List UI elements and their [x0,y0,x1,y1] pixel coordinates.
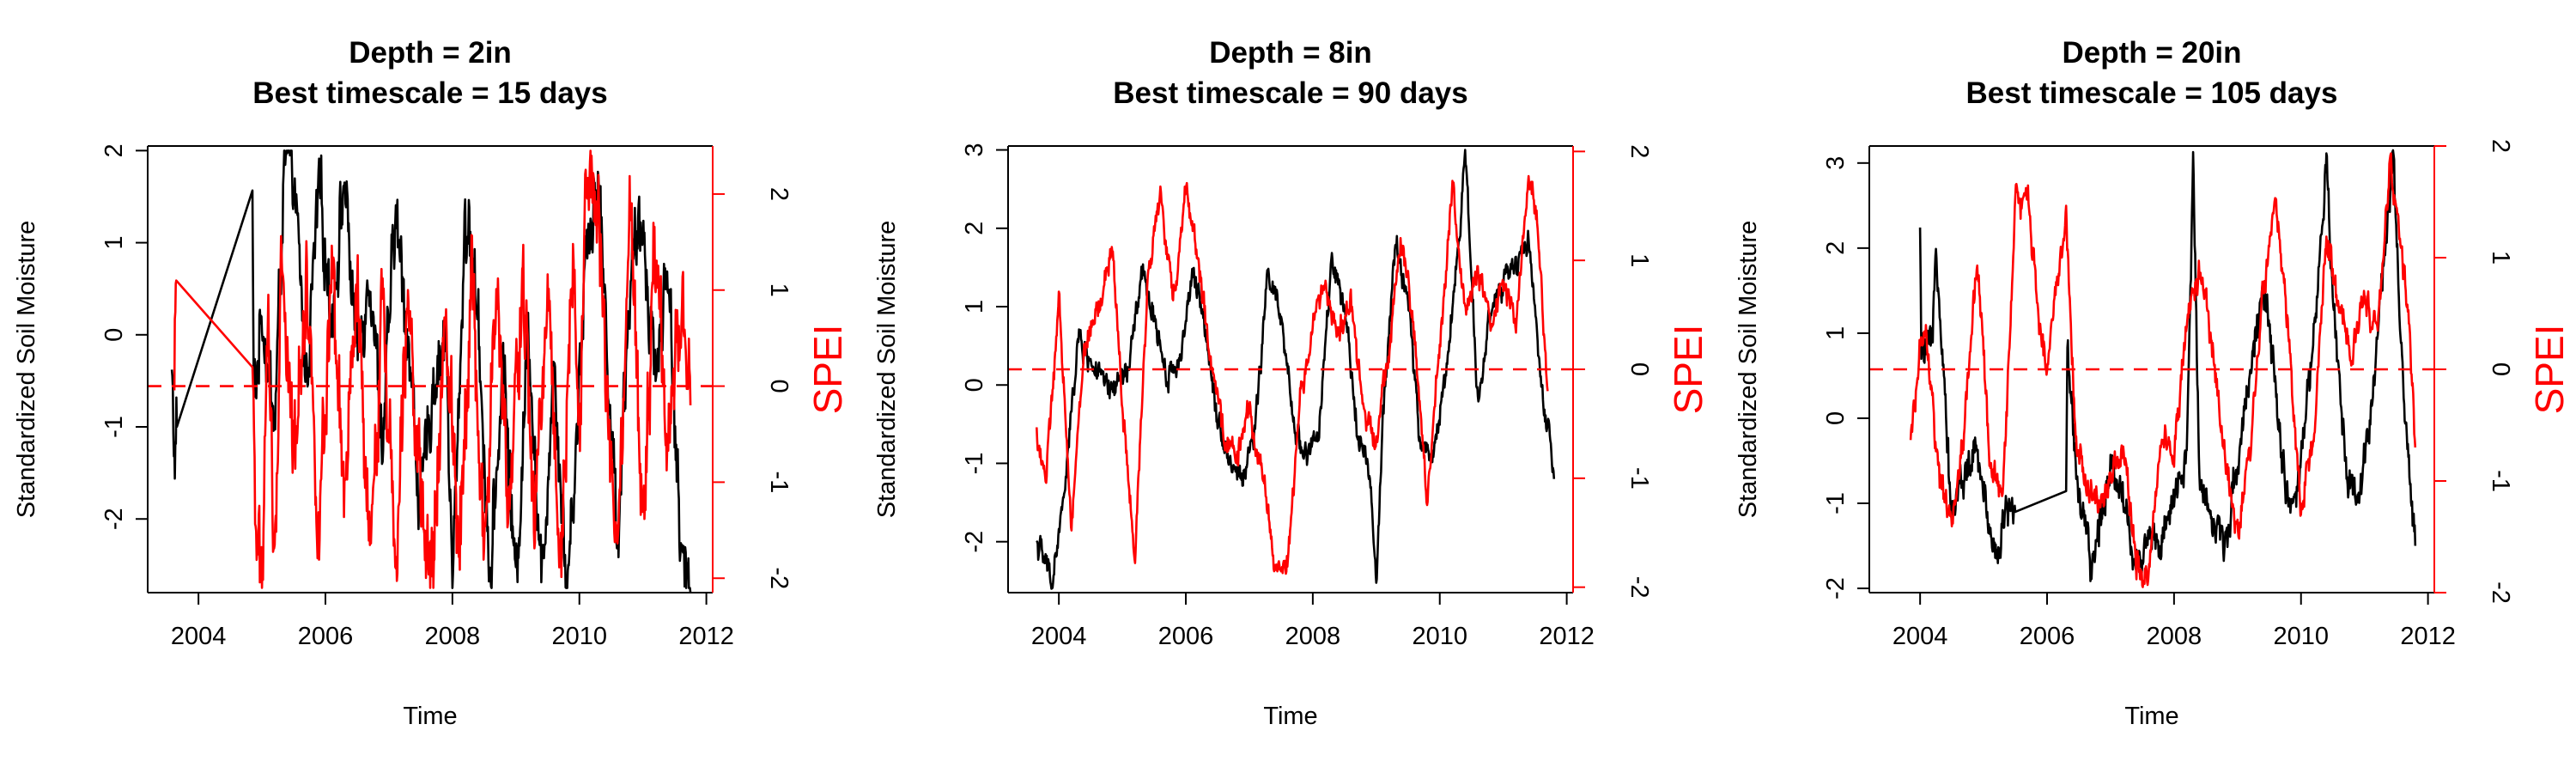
y-tick-label-right: -2 [1625,576,1653,599]
x-tick-label: 2012 [2400,623,2456,650]
y-tick-label-right: -1 [1625,467,1653,490]
chart-subtitle: Best timescale = 15 days [252,76,607,110]
y-tick-label-right: -2 [2487,581,2514,604]
y-axis-label-right: SPEI [805,325,850,415]
y-tick-label-left: 3 [961,143,988,156]
spei-line [1909,152,2417,588]
y-axis-label-right: SPEI [2527,325,2572,415]
y-tick-label-right: -1 [765,471,793,493]
x-tick-label: 2004 [1031,623,1087,650]
y-axis-label-left: Standardized Soil Moisture [13,221,40,519]
y-tick-label-right: 1 [765,283,793,297]
plot-area [1909,149,2417,588]
x-tick-label: 2012 [678,623,734,650]
x-axis-label: Time [403,703,457,730]
y-tick-label-left: 2 [961,222,988,235]
y-tick-label-left: 1 [961,300,988,313]
x-tick-label: 2006 [2020,623,2075,650]
y-tick-label-left: 0 [100,328,128,342]
chart-title: Depth = 20in [2062,36,2241,70]
x-tick-label: 2008 [2147,623,2202,650]
y-tick-label-left: 0 [1822,411,1850,425]
y-tick-label-right: 2 [765,187,793,201]
chart-title: Depth = 8in [1209,36,1372,70]
y-tick-label-left: 2 [100,143,128,157]
y-tick-label-left: -1 [961,453,988,475]
chart-panel-2: Depth = 8in Best timescale = 90 days 2004 2… [873,36,1710,730]
x-tick-label: 2008 [1285,623,1341,650]
chart-subtitle: Best timescale = 105 days [1966,76,2338,110]
y-tick-label-left: 2 [1822,241,1850,255]
y-tick-label-right: 0 [765,379,793,393]
y-tick-label-left: 0 [961,378,988,392]
soil-moisture-line [1918,149,2417,582]
chart-panel-1: Depth = 2in Best timescale = 15 days 2004 2… [13,36,850,730]
x-axis-label: Time [1263,703,1317,730]
x-tick-label: 2008 [425,623,481,650]
x-tick-label: 2006 [1158,623,1214,650]
spei-line [1036,174,1549,575]
x-tick-label: 2004 [171,623,227,650]
y-tick-label-right: -2 [765,567,793,589]
y-tick-label-right: 2 [1625,144,1653,158]
x-tick-label: 2010 [551,623,607,650]
x-tick-label: 2006 [298,623,354,650]
y-tick-label-right: 1 [1625,253,1653,267]
x-tick-label: 2012 [1539,623,1595,650]
y-tick-label-right: -1 [2487,470,2514,492]
x-tick-label: 2010 [2273,623,2329,650]
y-tick-label-right: 0 [1625,362,1653,376]
y-tick-label-left: -1 [1822,492,1850,514]
plot-area [170,149,692,593]
chart-title: Depth = 2in [349,36,512,70]
y-tick-label-right: 1 [2487,251,2514,265]
y-tick-label-left: 3 [1822,156,1850,170]
plot-area [1036,149,1556,590]
soil-moisture-line [170,149,692,593]
chart-subtitle: Best timescale = 90 days [1113,76,1467,110]
y-tick-label-left: 1 [1822,326,1850,340]
y-tick-label-right: 0 [2487,362,2514,376]
x-tick-label: 2010 [1412,623,1467,650]
spei-line [173,149,692,589]
y-tick-label-left: -2 [100,508,128,530]
y-axis-label-right: SPEI [1666,325,1710,415]
y-tick-label-left: -2 [961,531,988,553]
x-tick-label: 2004 [1893,623,1948,650]
y-axis-label-left: Standardized Soil Moisture [1735,221,1762,519]
y-tick-label-left: 1 [100,236,128,250]
soil-moisture-line [1036,149,1556,590]
y-axis-label-left: Standardized Soil Moisture [873,221,901,519]
y-tick-label-right: 2 [2487,139,2514,153]
x-axis-label: Time [2124,703,2178,730]
y-tick-label-left: -2 [1822,577,1850,600]
y-tick-label-left: -1 [100,416,128,438]
